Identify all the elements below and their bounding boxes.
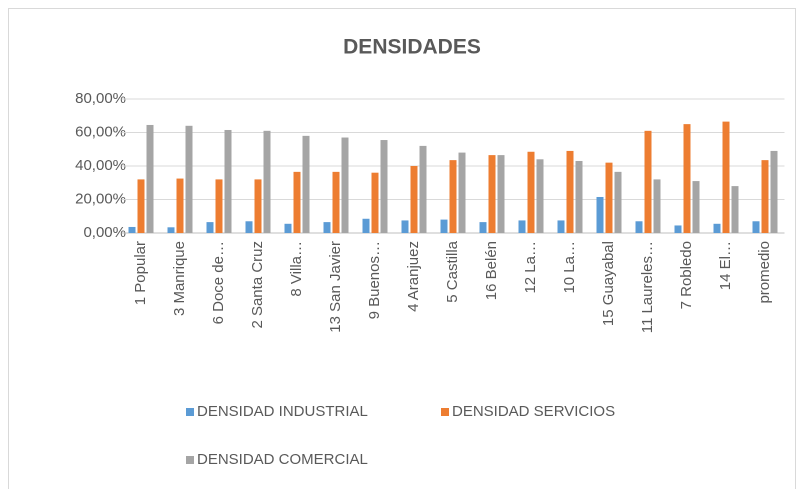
x-tick-label: 14 El… [717, 241, 734, 290]
legend-label: DENSIDAD SERVICIOS [452, 403, 615, 420]
x-tick-label: 5 Castilla [444, 240, 461, 302]
legend-label: DENSIDAD COMERCIAL [197, 451, 368, 468]
bar [722, 121, 730, 233]
x-tick-label: 13 San Javier [327, 241, 344, 333]
bar [644, 130, 652, 233]
bar [566, 150, 574, 233]
x-tick-label: promedio [756, 241, 773, 304]
bar [419, 145, 427, 233]
x-tick-label: 16 Belén [483, 241, 500, 300]
y-tick-label: 20,00% [75, 190, 126, 207]
bar [128, 226, 136, 233]
bar [518, 220, 526, 233]
bar [614, 171, 622, 233]
bar [176, 178, 184, 233]
bar [224, 129, 232, 233]
bar [362, 218, 370, 233]
x-tick-label: 7 Robledo [678, 241, 695, 309]
bar [284, 223, 292, 233]
bar [302, 135, 310, 233]
bar [497, 155, 505, 233]
bar [653, 179, 661, 233]
bar [458, 152, 466, 233]
chart-title: DENSIDADES [343, 36, 481, 59]
bar [380, 140, 388, 233]
bar [479, 222, 487, 233]
bar [674, 225, 682, 233]
x-tick-label: 2 Santa Cruz [249, 241, 266, 329]
bar [341, 137, 349, 233]
bar [527, 151, 535, 233]
x-tick-label: 9 Buenos… [366, 241, 383, 319]
bar [410, 166, 418, 233]
bar [596, 196, 604, 233]
x-tick-label: 12 La… [522, 241, 539, 294]
x-tick-label: 3 Manrique [171, 241, 188, 316]
x-tick-label: 1 Popular [132, 241, 149, 305]
bar [536, 159, 544, 233]
bar [332, 171, 340, 233]
bar [293, 171, 301, 233]
y-tick-label: 80,00% [75, 90, 126, 107]
y-tick-label: 40,00% [75, 157, 126, 174]
bar [206, 222, 214, 233]
legend-swatch [186, 456, 194, 464]
bar [323, 222, 331, 233]
bar [692, 181, 700, 233]
bar [683, 124, 691, 233]
bar [557, 220, 565, 233]
x-tick-label: 6 Doce de… [210, 241, 227, 324]
bar [449, 160, 457, 233]
bar [263, 130, 271, 233]
bar [575, 160, 583, 233]
bar [371, 172, 379, 233]
x-tick-label: 8 Villa… [288, 241, 305, 297]
legend-swatch [441, 408, 449, 416]
bar [605, 162, 613, 233]
x-tick-label: 10 La… [561, 241, 578, 294]
bar [752, 221, 760, 233]
bar [731, 186, 739, 233]
bar [167, 227, 175, 233]
bar [146, 124, 154, 233]
x-tick-label: 15 Guayabal [600, 241, 617, 326]
y-tick-label: 60,00% [75, 123, 126, 140]
legend-label: DENSIDAD INDUSTRIAL [197, 403, 368, 420]
bar [635, 221, 643, 233]
x-tick-label: 11 Laureles… [639, 241, 656, 333]
y-tick-label: 0,00% [83, 224, 126, 241]
bar [713, 223, 721, 233]
x-tick-label: 4 Aranjuez [405, 241, 422, 312]
chart-border [8, 8, 796, 489]
bar [137, 179, 145, 233]
bar [488, 155, 496, 233]
bar [770, 150, 778, 233]
bar [245, 221, 253, 233]
bar [401, 220, 409, 233]
bar [215, 179, 223, 233]
bar [440, 219, 448, 233]
bar [185, 125, 193, 233]
legend-swatch [186, 408, 194, 416]
bar [761, 160, 769, 233]
bar [254, 179, 262, 233]
